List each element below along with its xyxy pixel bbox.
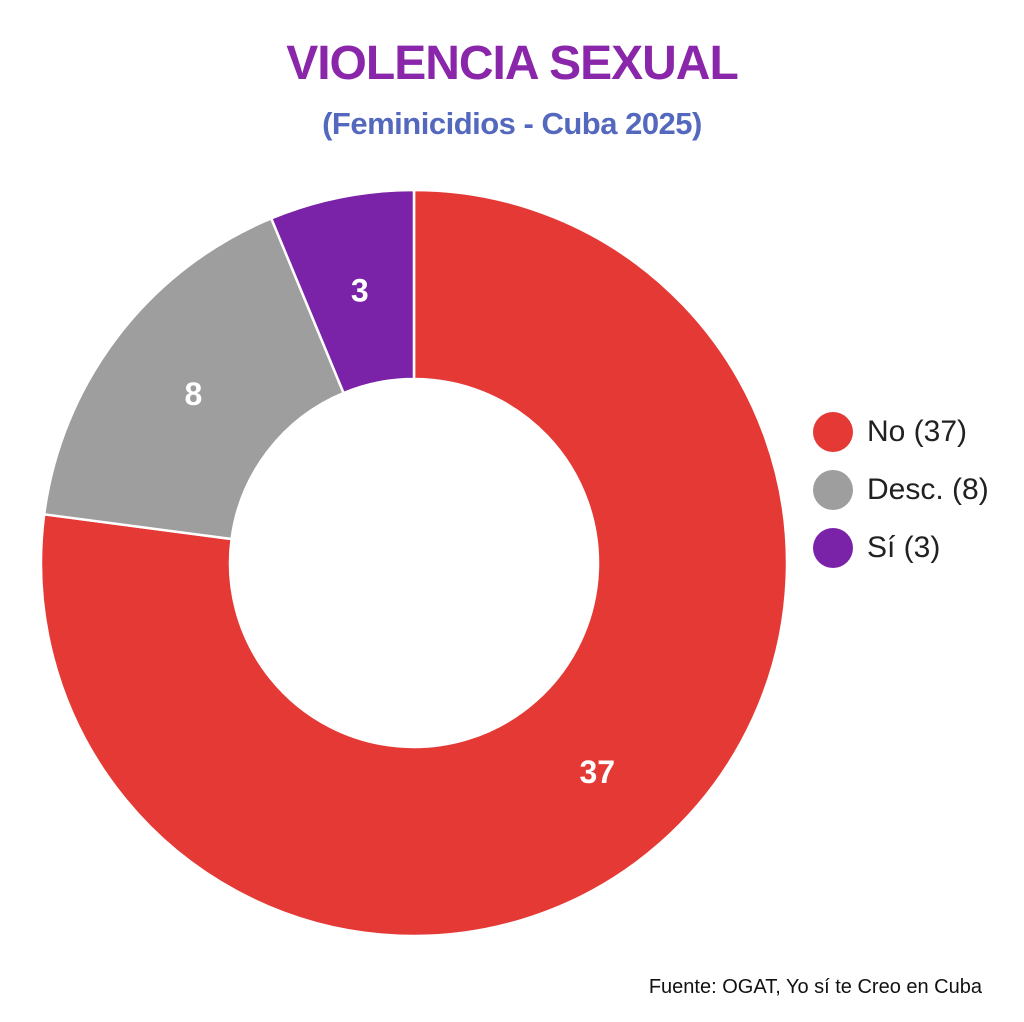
legend-item-si: Sí (3) (813, 528, 989, 568)
pie-slice-si (270, 188, 416, 395)
legend-swatch-icon (813, 412, 853, 452)
page-title: VIOLENCIA SEXUAL (286, 37, 739, 90)
chart-subtitle: (Feminicidios - Cuba 2025) (322, 106, 702, 141)
source-credit: Fuente: OGAT, Yo sí te Creo en Cuba (648, 976, 982, 998)
slice-value-label: 37 (580, 754, 616, 790)
legend-label: Desc. (8) (867, 473, 989, 506)
legend-item-desc: Desc. (8) (813, 470, 989, 510)
slice-value-label: 3 (351, 272, 369, 308)
legend-swatch-icon (813, 470, 853, 510)
pie-slice-desc (42, 217, 345, 541)
slice-value-label: 8 (185, 376, 203, 412)
legend-label: No (37) (867, 415, 968, 448)
legend-swatch-icon (813, 528, 853, 568)
pie-slice-no (39, 188, 789, 938)
legend-label: Sí (3) (867, 531, 941, 564)
legend: No (37) Desc. (8) Sí (3) (813, 412, 989, 568)
legend-item-no: No (37) (813, 412, 989, 452)
